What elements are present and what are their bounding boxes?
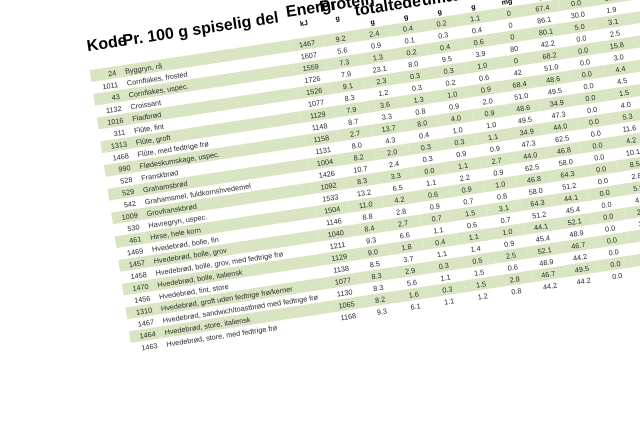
col-header-energi[interactable]: Energi kJ [284, 0, 337, 28]
nutrition-table: Fedtsyrer Kulhydrater Kode Pr. 100 g spi… [80, 0, 640, 355]
nutrition-table-sheet: Brød, Korn, Gryn og Mel Fedtsyrer [78, 0, 640, 355]
